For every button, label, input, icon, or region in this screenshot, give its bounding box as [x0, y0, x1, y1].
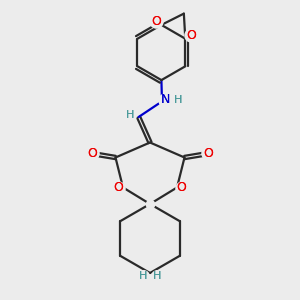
- Text: H: H: [139, 271, 148, 281]
- Text: O: O: [151, 15, 161, 28]
- Text: O: O: [114, 181, 123, 194]
- Text: O: O: [203, 146, 213, 160]
- Text: O: O: [186, 28, 196, 42]
- Text: H: H: [125, 110, 134, 120]
- Text: H: H: [139, 271, 148, 281]
- Text: H: H: [173, 95, 182, 105]
- Text: O: O: [87, 146, 97, 160]
- Text: H: H: [125, 110, 134, 120]
- Text: O: O: [114, 181, 123, 194]
- Text: H: H: [152, 271, 161, 281]
- Text: O: O: [177, 181, 186, 194]
- Text: O: O: [203, 146, 213, 160]
- Text: O: O: [87, 146, 97, 160]
- Text: O: O: [186, 28, 196, 42]
- Text: O: O: [151, 15, 161, 28]
- Text: H: H: [152, 271, 161, 281]
- Text: O: O: [177, 181, 186, 194]
- Text: N: N: [160, 93, 170, 106]
- Text: H: H: [173, 95, 182, 105]
- Text: N: N: [160, 93, 170, 106]
